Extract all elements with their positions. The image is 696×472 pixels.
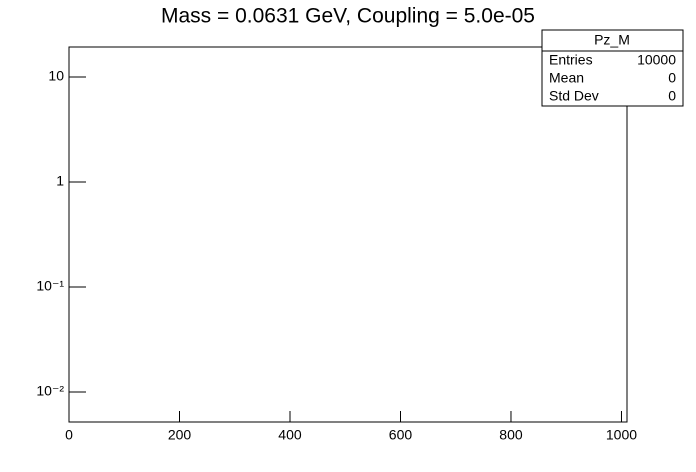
x-tick-label: 0: [65, 427, 73, 443]
stats-label: Entries: [549, 52, 593, 68]
x-tick-label: 200: [168, 427, 192, 443]
y-tick-label: 10⁻²: [36, 383, 64, 399]
stats-title: Pz_M: [594, 32, 630, 48]
stats-frame: [541, 29, 684, 107]
x-tick-label: 800: [499, 427, 523, 443]
stats-box: [541, 29, 684, 107]
stats-label: Mean: [549, 70, 584, 86]
y-tick-label: 1: [56, 173, 64, 189]
x-tick-label: 600: [389, 427, 413, 443]
stats-value: 0: [668, 88, 676, 104]
y-tick-label: 10: [48, 68, 64, 84]
y-tick-label: 10⁻¹: [36, 278, 64, 294]
x-tick-label: 1000: [606, 427, 637, 443]
x-tick-label: 400: [278, 427, 302, 443]
plot-frame: [68, 46, 628, 423]
stats-value: 10000: [637, 52, 676, 68]
stats-label: Std Dev: [549, 88, 599, 104]
stats-value: 0: [668, 70, 676, 86]
chart-title: Mass = 0.0631 GeV, Coupling = 5.0e-05: [161, 5, 535, 28]
